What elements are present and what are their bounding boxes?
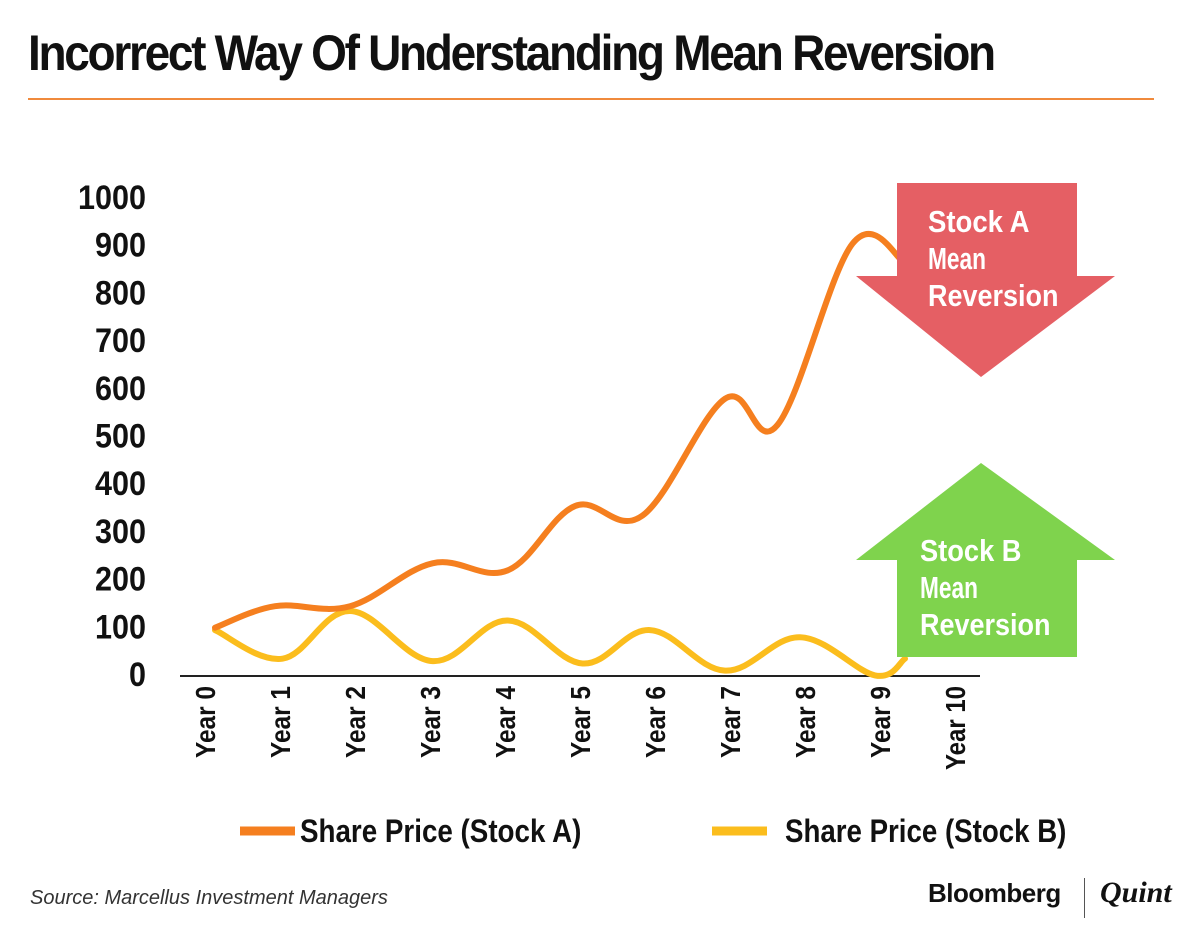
series-line-stock-a bbox=[212, 231, 908, 631]
legend-label: Share Price (Stock A) bbox=[300, 813, 581, 849]
x-tick-label: Year 1 bbox=[265, 686, 296, 758]
y-tick-label: 1000 bbox=[78, 179, 146, 217]
legend: Share Price (Stock A) Share Price (Stock … bbox=[240, 813, 1066, 849]
y-tick-label: 700 bbox=[95, 322, 146, 360]
brand-divider bbox=[1084, 878, 1085, 918]
series-line-stock-b bbox=[212, 607, 908, 679]
annotation-text: Reversion bbox=[928, 278, 1059, 313]
y-tick-label: 100 bbox=[95, 608, 146, 646]
x-tick-label: Year 5 bbox=[565, 686, 596, 758]
x-tick-label: Year 3 bbox=[415, 686, 446, 758]
y-tick-label: 500 bbox=[95, 418, 146, 456]
y-axis: 0 100 200 300 400 500 600 700 800 900 1000 bbox=[78, 179, 146, 694]
x-tick-label: Year 0 bbox=[190, 686, 221, 758]
x-tick-label: Year 10 bbox=[940, 686, 971, 770]
x-tick-label: Year 6 bbox=[640, 686, 671, 758]
x-tick-label: Year 2 bbox=[340, 686, 371, 758]
title-rule bbox=[28, 98, 1154, 100]
x-tick-label: Year 7 bbox=[715, 686, 746, 758]
y-tick-label: 200 bbox=[95, 561, 146, 599]
y-tick-label: 0 bbox=[129, 656, 146, 694]
source-note: Source: Marcellus Investment Managers bbox=[30, 887, 388, 909]
annotation-text: Mean bbox=[920, 570, 978, 605]
annotation-text: Stock B bbox=[920, 533, 1022, 568]
annotation-text: Mean bbox=[928, 241, 986, 276]
arrow-down-shape bbox=[856, 183, 1115, 377]
brand-logo-quint: Quint bbox=[1100, 876, 1172, 909]
y-tick-label: 800 bbox=[95, 274, 146, 312]
legend-label: Share Price (Stock B) bbox=[785, 813, 1066, 849]
brand-logo-bloomberg: Bloomberg bbox=[928, 878, 1061, 908]
y-tick-label: 900 bbox=[95, 227, 146, 265]
x-axis: Year 0 Year 1 Year 2 Year 3 Year 4 Year 5 Year… bbox=[190, 686, 971, 770]
arrow-up-shape bbox=[856, 463, 1115, 657]
series-lines bbox=[212, 231, 908, 679]
y-tick-label: 600 bbox=[95, 370, 146, 408]
annotation-text: Stock A bbox=[928, 204, 1030, 239]
x-tick-label: Year 4 bbox=[490, 686, 521, 758]
x-tick-label: Year 9 bbox=[865, 686, 896, 758]
x-tick-label: Year 8 bbox=[790, 686, 821, 758]
y-tick-label: 300 bbox=[95, 513, 146, 551]
y-tick-label: 400 bbox=[95, 465, 146, 503]
annotation-text: Reversion bbox=[920, 607, 1051, 642]
chart-title: Incorrect Way Of Understanding Mean Reve… bbox=[28, 25, 996, 81]
